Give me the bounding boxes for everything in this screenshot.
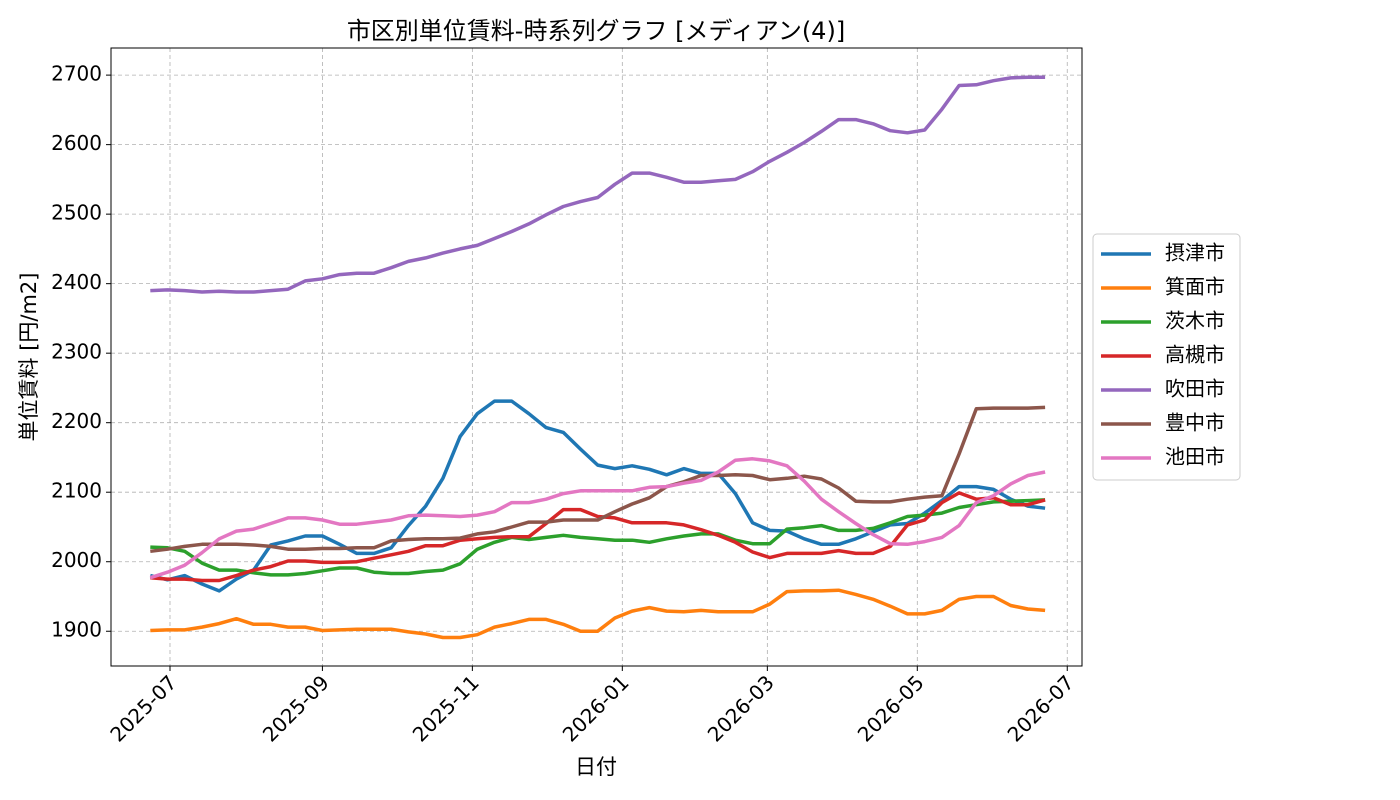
legend-label: 吹田市 [1165, 377, 1225, 401]
y-tick-label: 2600 [51, 131, 102, 155]
y-axis-label: 単位賃料 [円/m2] [17, 273, 41, 442]
y-tick-label: 1900 [51, 618, 102, 642]
legend-label: 池田市 [1165, 445, 1225, 469]
x-tick-label: 2025-11 [408, 670, 484, 746]
legend-label: 茨木市 [1165, 309, 1225, 333]
chart-title: 市区別単位賃料-時系列グラフ [メディアン(4)] [347, 17, 845, 45]
y-tick-label: 2100 [51, 479, 102, 503]
x-axis-label: 日付 [575, 755, 617, 779]
series-line [149, 399, 1046, 593]
y-tick-label: 2300 [51, 340, 102, 364]
series-line [150, 405, 1046, 554]
series-line [150, 588, 1046, 640]
series-line [150, 498, 1046, 577]
x-tick-label: 2026-05 [853, 670, 929, 746]
legend-label: 高槻市 [1165, 343, 1225, 367]
series-line [150, 75, 1046, 294]
x-tick-label: 2026-07 [1003, 670, 1079, 746]
x-tick-label: 2025-07 [105, 670, 181, 746]
x-tick-label: 2026-03 [703, 670, 779, 746]
legend-label: 摂津市 [1165, 241, 1225, 265]
y-tick-label: 2700 [51, 62, 102, 86]
y-tick-label: 2200 [51, 409, 102, 433]
y-tick-label: 2000 [51, 548, 102, 572]
legend-box [1092, 233, 1241, 481]
plot-frame [110, 47, 1083, 667]
series-line [150, 491, 1046, 583]
legend-label: 豊中市 [1165, 411, 1225, 435]
y-tick-label: 2500 [51, 201, 102, 225]
y-tick-label: 2400 [51, 270, 102, 294]
x-tick-label: 2025-09 [258, 670, 334, 746]
x-tick-label: 2026-01 [558, 670, 634, 746]
legend-label: 箕面市 [1165, 275, 1225, 299]
series-line [149, 457, 1046, 580]
